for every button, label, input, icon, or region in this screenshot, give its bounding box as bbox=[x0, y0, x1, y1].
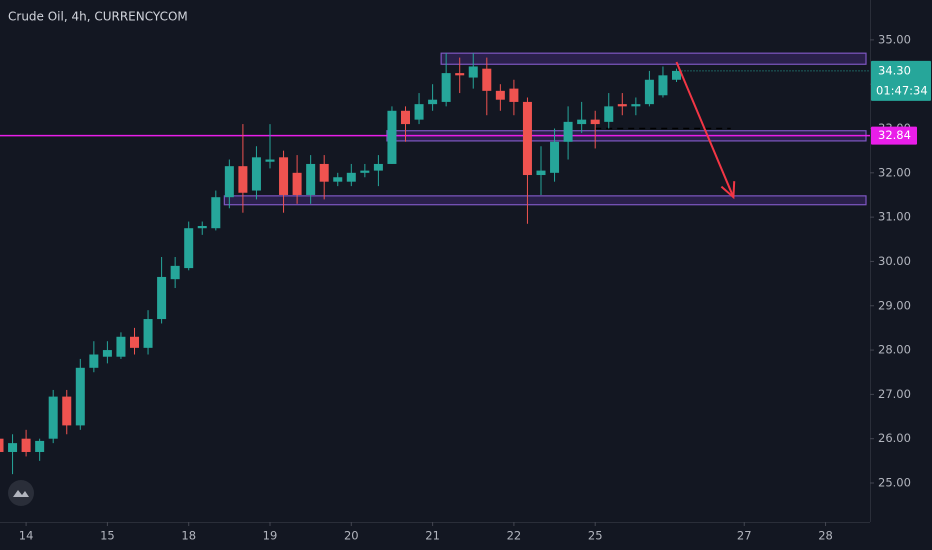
candle-body bbox=[21, 438, 31, 452]
candle-body bbox=[116, 336, 126, 357]
y-tick-label: 25.00 bbox=[878, 476, 911, 490]
candle-body bbox=[211, 197, 221, 229]
x-tick-label: 22 bbox=[507, 529, 522, 543]
y-tick-label: 35.00 bbox=[878, 32, 911, 46]
candle-body bbox=[0, 438, 4, 452]
logo-circle bbox=[8, 480, 34, 506]
y-tick-label: 26.00 bbox=[878, 431, 911, 445]
candle-body bbox=[414, 104, 424, 120]
candle-body bbox=[563, 121, 573, 142]
candle-body bbox=[522, 101, 532, 176]
candle-body bbox=[75, 367, 85, 426]
candle-body bbox=[617, 104, 627, 107]
candle-body bbox=[658, 75, 668, 96]
candle-body bbox=[130, 336, 139, 348]
candle-body bbox=[631, 104, 641, 107]
x-tick-label: 27 bbox=[737, 529, 752, 543]
x-tick-label: 15 bbox=[100, 529, 115, 543]
x-tick-label: 20 bbox=[344, 529, 359, 543]
zone bbox=[440, 52, 867, 65]
candle-body bbox=[62, 396, 72, 426]
candle-body bbox=[143, 319, 153, 348]
candle-body bbox=[468, 66, 478, 78]
candle-body bbox=[482, 68, 492, 91]
x-tick-label: 14 bbox=[19, 529, 34, 543]
candle-body bbox=[102, 350, 112, 357]
x-tick-label: 19 bbox=[263, 529, 278, 543]
candle-body bbox=[401, 110, 410, 125]
candle-body bbox=[590, 119, 600, 125]
candle-body bbox=[48, 396, 58, 439]
candle-body bbox=[89, 354, 99, 368]
zone bbox=[223, 195, 867, 206]
candle-body bbox=[35, 440, 45, 452]
candle-body bbox=[157, 276, 167, 320]
candle-body bbox=[604, 106, 614, 122]
x-tick-label: 21 bbox=[425, 529, 440, 543]
candle-body bbox=[373, 163, 383, 171]
axes: 25.00 26.00 27.00 28.00 29.00 30.00 31.00 32.00… bbox=[19, 32, 931, 543]
arrow-shaft bbox=[675, 61, 735, 198]
candle-body bbox=[170, 265, 180, 280]
y-tick-label: 29.00 bbox=[878, 298, 911, 312]
candle-body bbox=[672, 70, 681, 80]
y-tick-label: 30.00 bbox=[878, 254, 911, 268]
candle-body bbox=[279, 157, 289, 195]
candle-body bbox=[509, 88, 519, 102]
candle-body bbox=[184, 228, 194, 269]
candle-body bbox=[265, 159, 275, 162]
x-tick-label: 28 bbox=[818, 529, 833, 543]
candle-body bbox=[238, 166, 248, 193]
last-price-label: 34.30 bbox=[878, 63, 911, 77]
candle-body bbox=[224, 166, 234, 198]
candle-body bbox=[8, 443, 18, 452]
candle-body bbox=[251, 157, 261, 191]
level-tag bbox=[871, 126, 917, 145]
candle-body bbox=[495, 90, 505, 100]
candle-body bbox=[550, 141, 560, 173]
y-tick-label: 32.00 bbox=[878, 165, 911, 179]
countdown-label: 01:47:34 bbox=[876, 83, 928, 97]
candle-body bbox=[441, 73, 451, 102]
logo bbox=[8, 480, 34, 506]
candle-body bbox=[306, 163, 316, 195]
last-price-tag bbox=[871, 60, 931, 101]
plot-area bbox=[0, 52, 870, 475]
y-tick-label: 28.00 bbox=[878, 343, 911, 357]
x-tick-label: 18 bbox=[181, 529, 196, 543]
logo-mark bbox=[13, 490, 29, 497]
candle-body bbox=[577, 119, 587, 125]
candle-body bbox=[346, 172, 356, 182]
arrow-head bbox=[720, 181, 736, 200]
x-tick-label: 25 bbox=[588, 529, 603, 543]
candle-body bbox=[319, 163, 329, 182]
candle-body bbox=[333, 177, 343, 182]
y-tick-label: 27.00 bbox=[878, 387, 911, 401]
candle-body bbox=[644, 79, 654, 105]
chart-title: Crude Oil, 4h, CURRENCYCOM bbox=[8, 10, 188, 24]
candle-body bbox=[387, 110, 397, 164]
candle-body bbox=[455, 73, 465, 76]
y-tick-label: 31.00 bbox=[878, 210, 911, 224]
candle-body bbox=[197, 225, 207, 229]
candle-body bbox=[428, 99, 438, 105]
candle-body bbox=[292, 172, 302, 195]
candle-body bbox=[360, 170, 370, 173]
candle-body bbox=[536, 170, 546, 176]
level-label: 32.84 bbox=[878, 128, 911, 142]
